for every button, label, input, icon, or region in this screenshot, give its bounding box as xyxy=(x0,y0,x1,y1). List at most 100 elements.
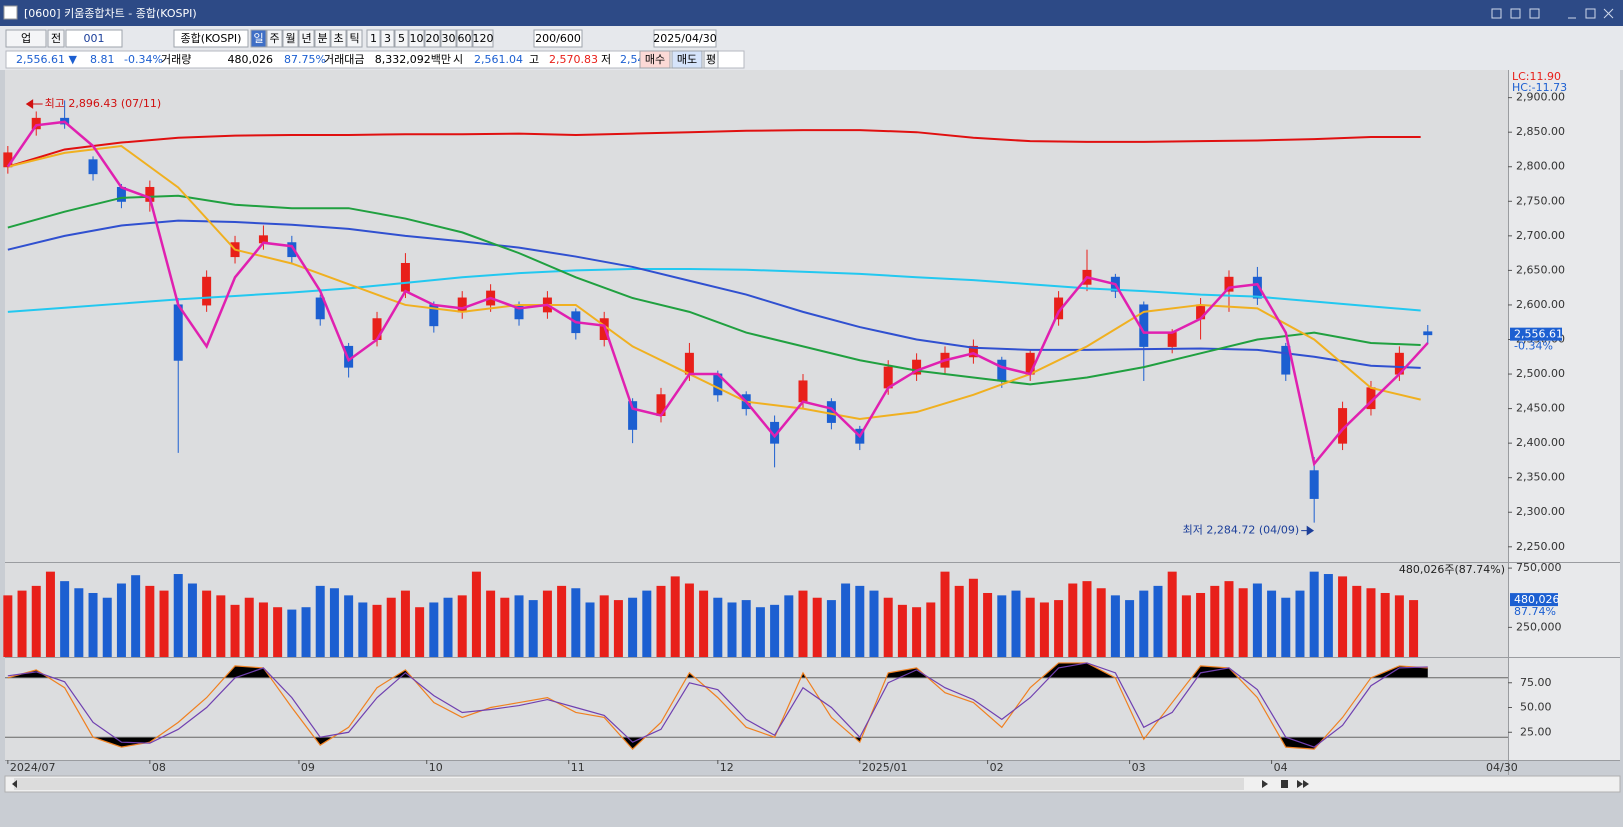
candle-body xyxy=(400,262,410,292)
candle-body xyxy=(1252,276,1262,299)
amount: 8,332,092백만 xyxy=(375,53,451,66)
volume-bar xyxy=(1181,595,1191,657)
trade-button[interactable] xyxy=(639,50,671,69)
y-tick-label: 2,650.00 xyxy=(1516,263,1565,276)
cursor-date: 04/30 xyxy=(1486,761,1518,774)
volume-bar xyxy=(1153,585,1163,657)
candle-body xyxy=(1309,470,1319,499)
toolbar-button[interactable] xyxy=(394,29,409,48)
toolbar-label: 분 xyxy=(317,32,327,45)
y-tick-label: 2,600.00 xyxy=(1516,298,1565,311)
stochastic-line xyxy=(7,662,1428,750)
toolbar-label: 전 xyxy=(51,32,61,45)
toolbar-button[interactable] xyxy=(266,29,283,48)
volume-bar xyxy=(1196,592,1206,657)
volume-bar xyxy=(1323,574,1333,657)
y-tick-label: 2,900.00 xyxy=(1516,91,1565,104)
volume-box-pct: 87.74% xyxy=(1514,605,1556,618)
y-tick-label: 2,500.00 xyxy=(1516,367,1565,380)
volume-bar xyxy=(1267,590,1277,657)
toolbar-label: 20 xyxy=(426,32,440,45)
volume-bar xyxy=(883,597,893,657)
window-controls[interactable] xyxy=(1491,8,1614,19)
volume-bar xyxy=(1338,576,1348,657)
toolbar-button[interactable] xyxy=(250,29,267,48)
volume: 480,026 xyxy=(228,53,274,66)
volume-bar xyxy=(954,585,964,657)
amount-label: 거래대금 xyxy=(324,53,364,66)
trade-button-label: 매도 xyxy=(677,53,697,66)
toolbar-button[interactable] xyxy=(408,29,425,48)
toolbar-label: 3 xyxy=(384,32,391,45)
toolbar-label: 월 xyxy=(285,32,295,45)
volume-bar xyxy=(755,607,765,657)
scroll-buttons[interactable] xyxy=(12,780,1309,788)
volume-bar xyxy=(1409,600,1419,657)
stochastic-line xyxy=(7,662,1428,748)
info-bar: 2,556.61 ▼ 8.81 -0.34% 거래량 480,026 87.75… xyxy=(5,50,745,69)
volume-bar xyxy=(926,602,936,657)
volume-bar xyxy=(514,595,524,657)
volume-bar xyxy=(244,597,254,657)
toolbar-button[interactable] xyxy=(282,29,299,48)
toolbar-label: 1 xyxy=(370,32,377,45)
candle-body xyxy=(1224,276,1234,292)
toolbar-label: 2025/04/30 xyxy=(653,32,716,45)
trade-button[interactable] xyxy=(703,50,719,69)
volume-bar xyxy=(1366,588,1376,657)
toolbar-button[interactable] xyxy=(47,29,65,48)
change-pct: -0.34% xyxy=(124,53,163,66)
volume-bar xyxy=(869,590,879,657)
volume-bar xyxy=(1238,588,1248,657)
y-tick-label: 2,400.00 xyxy=(1516,436,1565,449)
toolbar-button[interactable] xyxy=(472,29,494,48)
volume-bar xyxy=(741,600,751,657)
candle-body xyxy=(684,352,694,375)
title-bar xyxy=(0,0,1623,26)
toolbar-label: 업 xyxy=(21,32,31,45)
volume-bar xyxy=(656,585,666,657)
toolbar-button[interactable] xyxy=(366,29,381,48)
toolbar-button[interactable] xyxy=(653,29,717,48)
trade-button[interactable] xyxy=(671,50,703,69)
trade-button-label: 매수 xyxy=(645,53,665,66)
x-tick-label: 02 xyxy=(990,761,1004,774)
toolbar-button[interactable] xyxy=(533,29,583,48)
volume-bar xyxy=(500,597,510,657)
toolbar-button[interactable] xyxy=(5,29,47,48)
toolbar-button[interactable] xyxy=(346,29,363,48)
scroll-thumb[interactable] xyxy=(14,778,1244,790)
toolbar-button[interactable] xyxy=(65,29,123,48)
toolbar-button[interactable] xyxy=(424,29,441,48)
toolbar-button[interactable] xyxy=(314,29,331,48)
volume-bar xyxy=(400,590,410,657)
volume-bar xyxy=(1394,595,1404,657)
toolbar-button[interactable] xyxy=(173,29,249,48)
candle-body xyxy=(628,401,638,430)
toolbar-button[interactable] xyxy=(330,29,347,48)
y-tick-label: 2,750.00 xyxy=(1516,194,1565,207)
y-tick-label: 25.00 xyxy=(1520,725,1552,738)
volume-bar xyxy=(273,607,283,657)
price-box-pct: -0.34% xyxy=(1514,340,1553,353)
toolbar-label: 001 xyxy=(84,32,105,45)
y-tick-label: 50.00 xyxy=(1520,701,1552,714)
app-icon xyxy=(3,5,18,20)
volume-bar xyxy=(1011,590,1021,657)
y-tick-label: 250,000 xyxy=(1516,620,1562,633)
y-tick-label: 2,300.00 xyxy=(1516,505,1565,518)
volume-bar xyxy=(329,588,339,657)
volume-bar xyxy=(1167,571,1177,657)
volume-bar xyxy=(344,595,354,657)
y-tick-label: 2,700.00 xyxy=(1516,229,1565,242)
volume-box xyxy=(1510,593,1558,607)
toolbar-button[interactable] xyxy=(380,29,395,48)
max-label: 최고 2,896.43 (07/11) xyxy=(45,97,162,110)
volume-bar xyxy=(684,583,694,657)
toolbar-button[interactable] xyxy=(440,29,457,48)
volume-bar xyxy=(315,585,325,657)
toolbar-button[interactable] xyxy=(298,29,315,48)
y-tick-label: 75.00 xyxy=(1520,676,1552,689)
toolbar-button[interactable] xyxy=(456,29,473,48)
moving-average xyxy=(7,129,1421,168)
